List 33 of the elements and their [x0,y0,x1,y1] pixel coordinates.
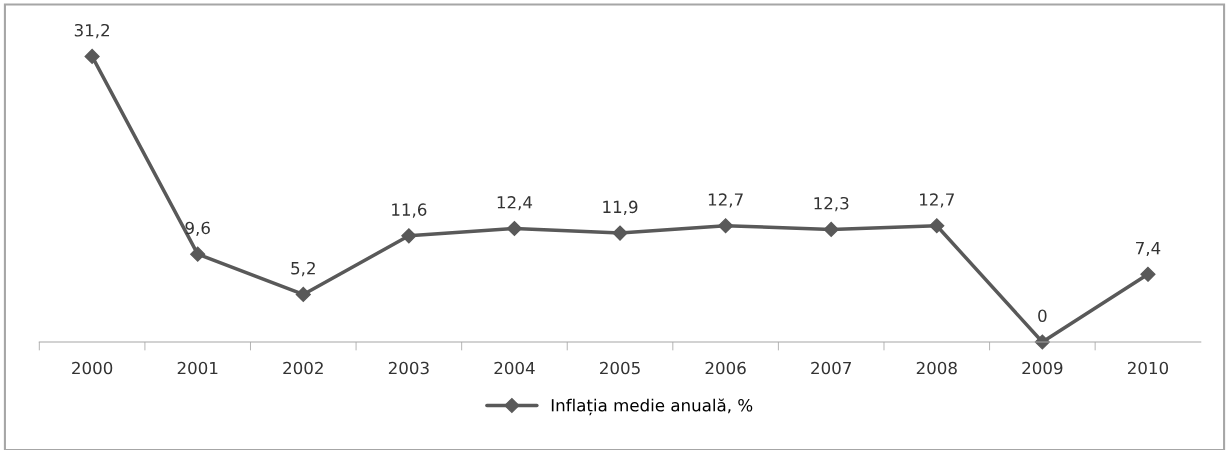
data-label: 12,7 [920,193,954,208]
data-label: 12,7 [708,193,743,208]
x-tick-label: 2004 [494,361,535,375]
x-tick-label: 2008 [916,361,957,375]
data-label: 9,6 [185,221,210,236]
x-tick-label: 2002 [283,361,323,375]
x-tick-label: 2006 [705,361,746,375]
x-tick-label: 2001 [177,361,218,375]
point [190,246,206,262]
data-label: 11,6 [392,203,427,218]
point [84,48,100,64]
data-label: 5,2 [291,261,315,277]
data-label: 7,4 [1136,241,1161,257]
point [401,228,417,244]
data-label: 0 [1038,309,1047,323]
data-label: 11,9 [603,200,638,215]
point [295,286,311,302]
x-tick-label: 2009 [1022,361,1063,375]
x-tick-label: 2005 [600,361,640,375]
point [718,218,734,234]
point [929,218,945,234]
point [823,221,839,237]
data-label: 12,3 [814,196,849,212]
data-label: 31,2 [74,23,109,39]
x-tick-label: 2010 [1127,361,1169,375]
point [506,220,523,237]
data-label: 12,4 [497,196,533,211]
x-tick-label: 2007 [811,361,851,375]
x-tick-label: 2003 [388,361,429,375]
point [612,225,628,241]
legend-label: Inflația medie anuală, % [551,398,753,416]
x-tick-label: 2000 [72,361,113,375]
point [1140,266,1156,282]
